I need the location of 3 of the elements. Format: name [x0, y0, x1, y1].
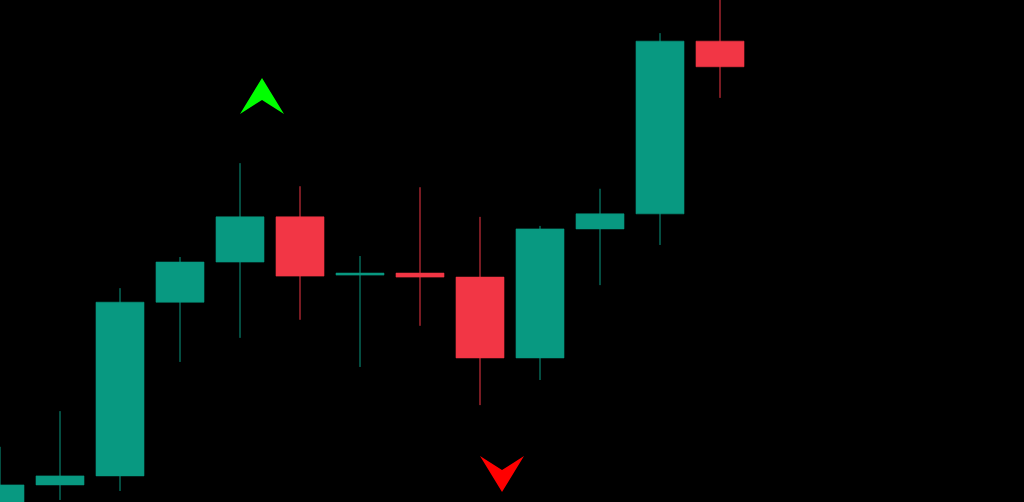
candlestick	[35, 410, 85, 501]
candlestick	[335, 255, 385, 368]
candlestick	[395, 186, 445, 327]
